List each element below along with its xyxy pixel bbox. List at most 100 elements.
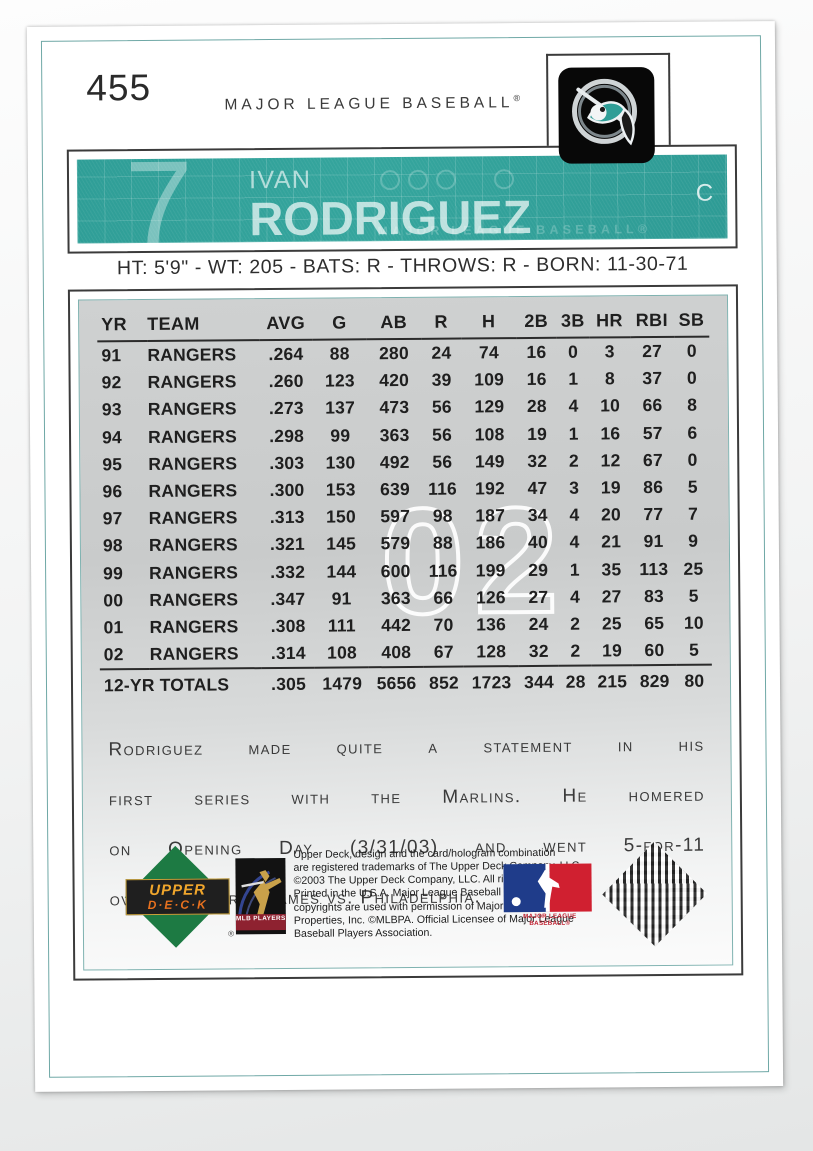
table-cell: 111 [327,615,356,636]
upper-deck-registered-mark: ® [228,929,234,939]
table-cell: 27 [642,341,663,362]
mlbpa-band-text: MLB PLAYERS [235,913,286,931]
table-cell: 91 [101,345,122,366]
legal-line: Baseball Players Association. [293,926,433,940]
table-cell: 56 [432,451,453,472]
table-cell: 67 [642,449,663,470]
stats-col-hr: HR [595,310,623,331]
stats-panel: 02 YR TEAM AVG G AB R H 2B 3B HR RBI SB 91 RANGERS .2… [77,294,734,971]
stats-col-yr: YR [101,314,128,335]
table-cell: 1 [569,559,580,580]
table-cell: 24 [528,613,549,634]
table-cell: RANGERS [149,643,239,665]
totals-cell: 344 [524,672,555,693]
table-cell: 88 [329,343,350,364]
table-cell: 91 [643,531,664,552]
upper-deck-bottom-text: D·E·C·K [147,897,208,912]
table-cell: 4 [569,504,580,525]
stats-col-ab: AB [380,311,408,333]
table-cell: RANGERS [149,589,239,610]
table-cell: 96 [102,481,123,502]
table-cell: RANGERS [148,507,238,529]
table-cell: 408 [381,642,412,663]
table-cell: .273 [268,398,304,419]
player-position: C [695,179,714,207]
table-cell: .313 [269,507,305,528]
table-cell: 02 [103,644,124,665]
upper-deck-logo-icon: UPPER D·E·C·K ® [124,845,234,948]
table-cell: 129 [474,396,505,417]
table-cell: 5 [687,476,698,497]
table-cell: 34 [527,505,548,526]
table-cell: 32 [528,641,549,662]
stats-table-wrap: YR TEAM AVG G AB R H 2B 3B HR RBI SB 91 RANGERS .264 8… [79,295,730,700]
totals-cell: 829 [639,671,670,692]
mlb-wordmark: MAJOR LEAGUE BASEBALL® [224,93,524,115]
stats-col-2b: 2B [524,310,549,332]
table-cell: 192 [475,478,505,499]
table-cell: 35 [601,558,622,580]
totals-cell: 1479 [322,673,363,694]
table-cell: 16 [600,422,621,444]
table-cell: 56 [431,397,452,418]
baseball-card-back: 455 MAJOR LEAGUE BASEBALL® 7 [26,21,784,1092]
table-cell: 149 [474,451,505,472]
florida-marlins-logo-icon [558,67,655,164]
table-cell: 01 [103,617,124,638]
card-top-strip: 455 MAJOR LEAGUE BASEBALL® [42,36,761,164]
table-cell: 108 [327,642,357,663]
table-cell: 10 [600,395,621,416]
registered-mark-icon: ® [513,93,525,104]
table-cell: 6 [687,422,698,443]
table-cell: .260 [268,371,304,392]
table-cell: 3 [604,341,615,362]
stats-col-rbi: RBI [635,309,669,331]
card-number: 455 [86,66,152,109]
table-cell: RANGERS [149,561,239,583]
table-cell: 1 [568,423,579,444]
table-cell: 8 [687,395,698,416]
table-cell: 113 [639,558,669,579]
table-cell: 145 [326,533,357,555]
totals-cell: 852 [429,672,460,694]
card-inner-keyline: 455 MAJOR LEAGUE BASEBALL® 7 [40,35,770,1078]
table-cell: 150 [325,506,356,527]
table-cell: 28 [526,396,547,417]
table-cell: 492 [379,451,410,473]
table-cell: 20 [600,504,622,525]
table-cell: 92 [101,372,122,393]
table-cell: 600 [380,560,411,581]
table-cell: 186 [475,532,506,553]
table-cell: 0 [568,341,579,362]
table-cell: RANGERS [147,425,238,447]
table-cell: 12 [600,450,621,471]
totals-cell: 1723 [471,672,512,693]
jersey-number: 7 [124,154,194,244]
totals-cell: 28 [565,671,586,692]
table-cell: 47 [527,477,548,499]
table-cell: 0 [686,340,697,361]
table-cell: 1 [568,368,579,389]
stats-col-h: H [481,311,496,332]
table-cell: 363 [379,424,410,445]
table-cell: 136 [476,614,507,635]
mlbpa-players-logo-icon: MLB PLAYERS ® [235,857,286,935]
table-cell: 24 [431,342,452,363]
table-cell: 88 [432,533,453,554]
table-cell: .303 [269,452,305,473]
table-cell: 77 [643,504,664,525]
player-vitals-line: HT: 5'9" - WT: 205 - BATS: R - THROWS: R… [116,252,689,280]
stats-col-avg: AVG [266,312,306,334]
table-cell: 126 [475,586,506,608]
table-cell: 130 [325,452,356,473]
player-name-banner: 7 IVAN RODRIGUEZ MAJOR LEAGUE BASEBALL® … [76,154,728,244]
table-cell: 144 [326,560,357,582]
table-cell: 66 [642,395,663,416]
table-cell: 32 [527,450,548,471]
table-cell: .308 [270,615,306,637]
table-cell: 5 [689,639,700,660]
mlb-wordmark-text: MAJOR LEAGUE BASEBALL [224,94,514,114]
table-cell: 70 [433,614,454,635]
table-cell: RANGERS [147,398,237,420]
stats-col-3b: 3B [560,310,585,331]
